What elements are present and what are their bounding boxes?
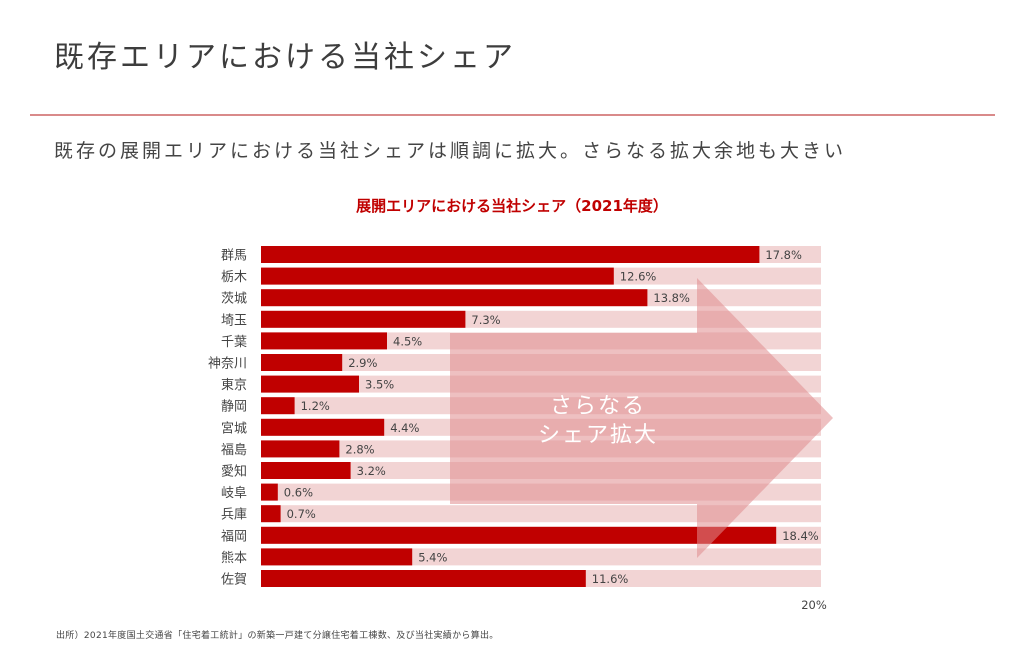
value-label: 2.9% xyxy=(348,356,377,370)
value-label: 11.6% xyxy=(592,572,629,586)
bar xyxy=(261,354,343,371)
bar xyxy=(261,570,586,587)
value-label: 13.8% xyxy=(653,291,690,305)
value-label: 4.5% xyxy=(393,334,422,348)
category-label: 静岡 xyxy=(221,400,247,415)
bar xyxy=(261,310,466,328)
bar-track xyxy=(261,505,821,523)
bar xyxy=(261,397,295,415)
value-label: 18.4% xyxy=(782,529,819,543)
bars xyxy=(261,246,777,587)
category-label: 兵庫 xyxy=(221,508,247,523)
bar xyxy=(261,332,387,350)
value-label: 2.8% xyxy=(345,442,374,456)
category-label: 群馬 xyxy=(221,249,247,264)
title-divider xyxy=(30,114,995,116)
bar xyxy=(261,375,359,393)
category-label: 神奈川 xyxy=(208,357,247,372)
value-label: 12.6% xyxy=(620,270,657,284)
category-label: 熊本 xyxy=(221,550,247,566)
value-label: 5.4% xyxy=(418,550,447,564)
category-label: 東京 xyxy=(221,377,247,393)
expansion-arrow xyxy=(450,278,833,558)
category-label: 福島 xyxy=(221,443,247,458)
bar xyxy=(261,440,340,458)
bar xyxy=(261,289,648,307)
category-label: 宮城 xyxy=(221,420,247,436)
value-label: 0.6% xyxy=(284,486,313,500)
category-label: 岐阜 xyxy=(221,485,247,501)
bar xyxy=(261,246,760,263)
bar xyxy=(261,505,281,523)
category-label: 茨城 xyxy=(221,292,247,307)
value-labels: 17.8% 12.6% 13.8% 7.3% 4.5% 2.9% 3.5% 1.2% 4.4% 2… xyxy=(284,248,819,586)
bar xyxy=(261,548,413,566)
category-label: 福岡 xyxy=(221,529,247,544)
arrow-label-line-2: シェア拡大 xyxy=(538,423,658,448)
category-label: 埼玉 xyxy=(221,313,247,328)
source-footnote: 出所）2021年度国土交通省「住宅着工統計」の新築一戸建て分譲住宅着工棟数、及び… xyxy=(56,631,499,641)
value-label: 7.3% xyxy=(471,313,500,327)
category-label: 栃木 xyxy=(221,270,247,285)
value-label: 3.5% xyxy=(365,378,394,392)
slide-title: 既存エリアにおける当社シェア xyxy=(54,40,516,75)
bar xyxy=(261,267,614,285)
chart-title: 展開エリアにおける当社シェア（2021年度） xyxy=(356,197,668,215)
value-label: 4.4% xyxy=(390,421,419,435)
bar xyxy=(261,418,385,436)
bar xyxy=(261,526,777,544)
value-label: 1.2% xyxy=(301,399,330,413)
value-label: 0.7% xyxy=(287,507,316,521)
bar xyxy=(261,462,351,479)
value-label: 3.2% xyxy=(357,464,386,478)
category-label: 佐賀 xyxy=(221,573,247,588)
bar xyxy=(261,483,278,501)
value-label: 17.8% xyxy=(765,248,802,262)
category-label: 愛知 xyxy=(221,464,247,480)
slide-subtitle: 既存の展開エリアにおける当社シェアは順調に拡大。さらなる拡大余地も大きい xyxy=(54,140,847,162)
arrow-label-line-1: さらなる xyxy=(550,394,646,419)
category-label: 千葉 xyxy=(221,335,247,350)
axis-max-label: 20% xyxy=(801,598,827,612)
